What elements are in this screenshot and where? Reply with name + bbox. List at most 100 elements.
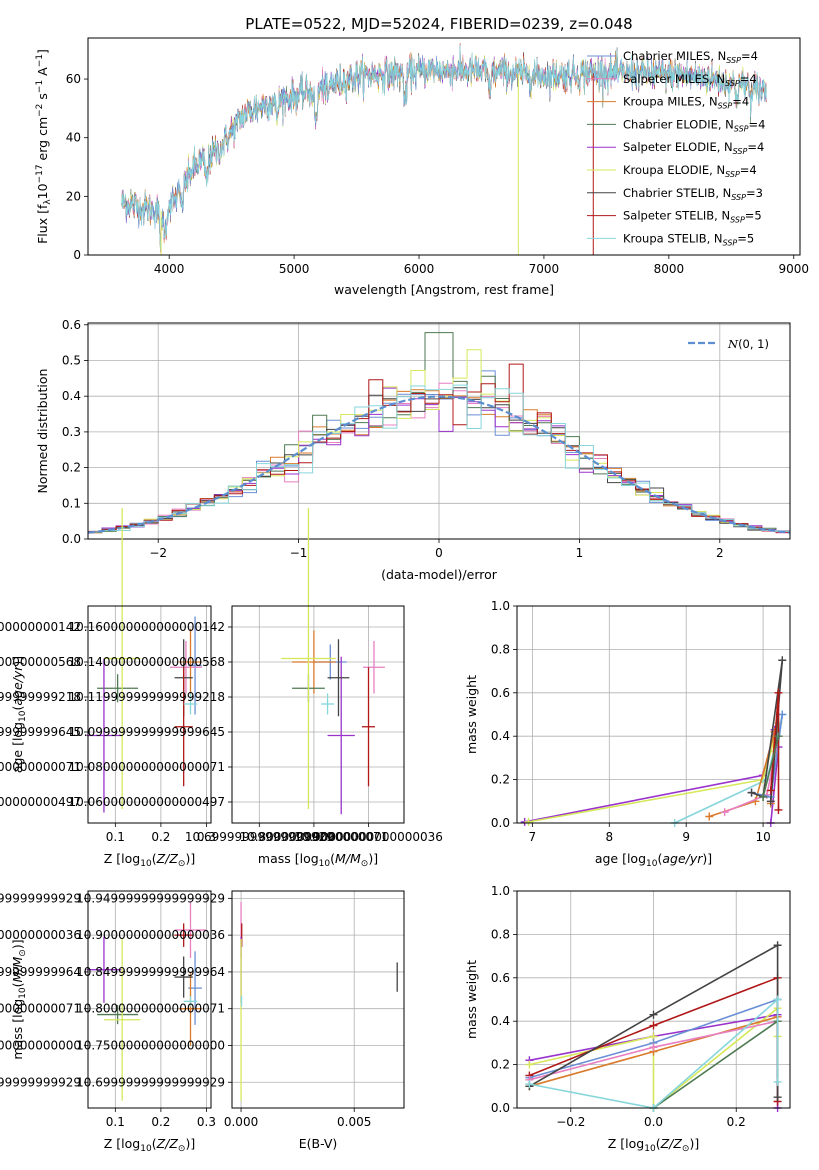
- x-tick-label: 7000: [529, 262, 560, 276]
- ticks: 4000 5000 6000 7000 8000 9000 0 20 40 60: [66, 72, 809, 276]
- x-axis-label: wavelength [Angstrom, rest frame]: [334, 282, 554, 297]
- x-tick-label: 0.1: [106, 1115, 125, 1129]
- x-tick-label: 8000: [654, 262, 685, 276]
- axes-frame: [87, 890, 212, 1109]
- ticks: 10.6999999999999992910.80000000000000071…: [68, 620, 442, 844]
- legend-label: Salpeter ELODIE, NSSP=4: [623, 140, 764, 156]
- y-tick-label: 10.75000000000000000: [0, 1038, 81, 1052]
- y-tick-label: 10.140000000000000568: [0, 655, 81, 669]
- weight-marker: [525, 1060, 534, 1069]
- y-tick-label: 10.119999999999999218: [0, 690, 81, 704]
- x-axis-label: Z [log10(Z/Z⊙)]: [608, 1136, 699, 1154]
- y-tick-label: 10.099999999999999645: [68, 725, 225, 739]
- errorbar-point: [363, 641, 385, 694]
- axes-frame: [87, 37, 801, 256]
- y-tick-label: 10.099999999999999645: [0, 725, 81, 739]
- axes-frame: [231, 890, 405, 1109]
- axes-frame: [87, 322, 791, 540]
- y-tick-label: 10.140000000000000568: [68, 655, 225, 669]
- errorbar-point: [86, 936, 122, 1003]
- legend-label: Chabrier STELIB, NSSP=3: [623, 186, 763, 202]
- x-tick-label: 0.1: [106, 830, 125, 844]
- y-axis-label: Normed distribution: [35, 369, 50, 494]
- plot-area: [281, 508, 385, 815]
- weight-marker: [720, 808, 729, 817]
- errorbar-point: [174, 923, 193, 947]
- errorbar-point: [179, 971, 202, 1046]
- spectrum-line-kroupa-stelib: [121, 44, 767, 250]
- errorbar-point: [327, 639, 350, 717]
- legend-label: Kroupa MILES, NSSP=4: [623, 95, 749, 111]
- weight-marker: [773, 1093, 782, 1102]
- y-tick-label: 10.119999999999999218: [68, 690, 225, 704]
- plot-area: [525, 941, 782, 1112]
- x-tick-label: 4000: [154, 262, 185, 276]
- plot-area: [121, 43, 767, 255]
- legend-label: Chabrier MILES, NSSP=4: [623, 49, 758, 65]
- age-vs-mass-panel: 10.6999999999999992910.80000000000000071…: [68, 508, 443, 869]
- axes-frame: [231, 605, 405, 824]
- y-axis-label: age [log10(age/yr)]: [10, 656, 28, 773]
- weight-marker: [649, 1021, 658, 1030]
- x-tick-label: 8: [605, 830, 613, 844]
- x-tick-label: 0.2: [151, 830, 170, 844]
- x-tick-label: −2: [149, 546, 167, 560]
- spectrum-panel: 4000 5000 6000 7000 8000 9000 0 20 40 60 Chabrier …: [35, 37, 809, 297]
- y-tick-label: 10.94999999999999929: [76, 891, 225, 905]
- weight-marker: [649, 1010, 658, 1019]
- weight-marker: [773, 1077, 782, 1086]
- y-tick-label: 20: [66, 189, 81, 203]
- legend-label: Kroupa STELIB, NSSP=5: [623, 231, 754, 247]
- x-tick-label: 0.0: [644, 1115, 663, 1129]
- mass-vs-ebv-panel: 0.000 0.005 10.69999999999999929 10.7500000…: [76, 890, 405, 1151]
- x-tick-label: 0.3: [197, 1115, 216, 1129]
- y-tick-label: 0.2: [62, 461, 81, 475]
- axes-frame: [516, 890, 791, 1109]
- x-axis-label: Z [log10(Z/Z⊙)]: [104, 851, 195, 869]
- axes-frame: [87, 605, 212, 824]
- x-tick-label: 0.000: [224, 1115, 258, 1129]
- x-tick-label: 6000: [404, 262, 435, 276]
- weight-marker: [759, 792, 768, 801]
- mass-weight-vs-metallicity-panel: −0.2 0.0 0.2 0.0 0.2 0.4 0.6 0.8 1.0 Z [log10(Z/Z…: [464, 884, 791, 1154]
- weight-marker: [778, 656, 787, 665]
- errorbar-point: [183, 996, 198, 1007]
- weight-marker: [774, 732, 783, 741]
- y-tick-label: 10.080000000000000071: [0, 760, 81, 774]
- ticks: −2 −1 0 1 2 0.0 0.1 0.2 0.3 0.4 0.5 0.6: [62, 318, 724, 560]
- y-axis-label: mass weight: [464, 960, 479, 1039]
- errorbar-point: [321, 693, 335, 715]
- x-axis-label: (data-model)/error: [381, 567, 498, 582]
- x-tick-label: 10.90000000000000036: [294, 830, 443, 844]
- y-tick-label: 0.0: [62, 532, 81, 546]
- histogram-kroupa-stelib: [88, 384, 790, 533]
- grid: [232, 606, 404, 823]
- y-tick-label: 10.80000000000000071: [76, 1002, 225, 1016]
- weight-marker: [773, 941, 782, 950]
- weight-line-chabrier-stelib: [751, 660, 784, 802]
- errorbar-point: [281, 508, 336, 809]
- y-tick-label: 10.69999999999999929: [0, 1075, 81, 1089]
- errorbar-point: [179, 628, 202, 696]
- y-tick-label: 10.90000000000000036: [76, 928, 225, 942]
- ticks: 7 8 9 10 0.0 0.2 0.4 0.6 0.8 1.0: [491, 599, 771, 844]
- y-axis-label: Flux [fλ10−17 erg cm−2 s−1 A−1]: [35, 49, 53, 244]
- errorbar-point: [174, 667, 193, 787]
- plot-area: [240, 902, 398, 1101]
- y-tick-label: 10.060000000000000497: [68, 795, 225, 809]
- age-vs-metallicity-panel: 0.1 0.2 0.3 10.060000000000000497 10.0800000…: [0, 508, 216, 869]
- legend-label: N(0, 1): [727, 337, 769, 351]
- plot-area: [86, 508, 202, 813]
- figure-title: PLATE=0522, MJD=52024, FIBERID=0239, z=0…: [245, 15, 632, 33]
- weight-line-kroupa-elodie: [528, 722, 780, 823]
- y-tick-label: 0.5: [62, 353, 81, 367]
- weight-line-chabrier-elodie: [653, 1020, 779, 1109]
- x-tick-label: 0.2: [151, 1115, 170, 1129]
- x-axis-label: age [log10(age/yr)]: [595, 851, 712, 869]
- y-tick-label: 0.0: [491, 816, 510, 830]
- y-tick-label: 10.160000000000000142: [0, 620, 81, 634]
- y-tick-label: 40: [66, 131, 81, 145]
- residual-histogram-panel: −2 −1 0 1 2 0.0 0.1 0.2 0.3 0.4 0.5 0.6 N(0, 1) (data…: [35, 318, 791, 582]
- errorbar-point: [103, 508, 141, 809]
- weight-line-kroupa-stelib: [529, 997, 779, 1109]
